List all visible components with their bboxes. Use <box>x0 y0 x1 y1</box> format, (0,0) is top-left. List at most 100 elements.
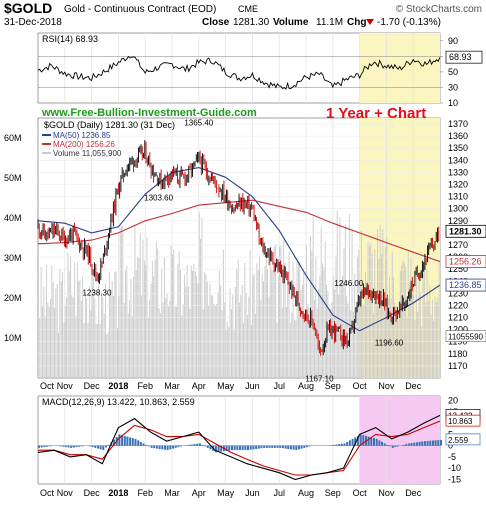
macd-histogram-bar <box>416 442 418 445</box>
macd-histogram-bar <box>260 446 262 449</box>
volume-bar <box>322 263 323 378</box>
volume-bar <box>45 316 46 378</box>
volume-bar <box>121 227 122 379</box>
volume-bar <box>188 286 189 378</box>
volume-bar <box>70 256 71 378</box>
macd-histogram-bar <box>167 446 169 451</box>
volume-bar <box>47 303 48 378</box>
volume-bar <box>376 295 377 378</box>
macd-histogram-bar <box>429 441 431 446</box>
volume-tick-label: 50M <box>4 173 22 183</box>
x-axis-label: Jun <box>245 381 260 391</box>
volume-bar <box>191 266 192 378</box>
macd-title: MACD(12,26,9) 13.422, 10.863, 2.559 <box>42 397 195 407</box>
volume-bar <box>350 310 351 378</box>
volume-bar <box>132 316 133 378</box>
volume-bar <box>171 246 172 378</box>
macd-histogram-bar <box>287 446 289 449</box>
macd-histogram-bar <box>301 446 303 449</box>
volume-bar <box>373 313 374 378</box>
close-value: 1281.30 <box>233 17 270 28</box>
volume-bar <box>169 301 170 378</box>
macd-histogram-bar <box>306 446 308 448</box>
volume-bar <box>62 272 63 378</box>
price-annotation: 1303.60 <box>144 193 173 202</box>
volume-bar <box>88 323 89 378</box>
volume-bar <box>319 276 320 378</box>
macd-histogram-bar <box>266 446 268 448</box>
macd-histogram-bar <box>180 446 182 447</box>
volume-bar <box>116 271 117 378</box>
volume-bar <box>423 273 424 378</box>
macd-histogram-bar <box>78 446 80 447</box>
macd-histogram-bar <box>386 445 388 446</box>
price-label: 1236.85 <box>449 280 482 290</box>
macd-histogram-bar <box>140 442 142 446</box>
volume-bar <box>289 252 290 378</box>
volume-bar <box>199 212 200 378</box>
macd-histogram-bar <box>234 446 236 451</box>
volume-bar <box>172 254 173 378</box>
volume-bar <box>370 243 371 378</box>
macd-histogram-bar <box>277 446 279 448</box>
volume-bar <box>327 291 328 378</box>
macd-histogram-bar <box>309 446 311 447</box>
macd-histogram-bar <box>231 446 233 451</box>
macd-tick-label: 20 <box>448 396 458 406</box>
volume-bar <box>338 295 339 378</box>
copyright: © StockCharts.com <box>396 4 482 15</box>
volume-bar <box>258 269 259 378</box>
legend-item: MA(200) 1256.26 <box>53 140 115 149</box>
macd-histogram-bar <box>285 446 287 449</box>
volume-bar <box>69 271 70 378</box>
macd-histogram-bar <box>118 434 120 445</box>
volume-bar <box>198 284 199 378</box>
volume-bar <box>185 287 186 378</box>
volume-bar <box>149 300 150 378</box>
price-tick-label: 1370 <box>448 119 468 129</box>
volume-bar <box>139 258 140 378</box>
macd-histogram-bar <box>368 437 370 446</box>
volume-bar <box>38 310 39 378</box>
volume-bar <box>415 320 416 378</box>
volume-bar <box>314 300 315 378</box>
volume-bar <box>407 317 408 378</box>
volume-bar <box>238 259 239 378</box>
volume-bar <box>125 270 126 378</box>
volume-bar <box>282 308 283 378</box>
instrument-name: Gold - Continuous Contract (EOD) <box>64 4 216 15</box>
volume-bar <box>303 273 304 379</box>
macd-histogram-bar <box>59 446 61 447</box>
macd-histogram-bar <box>389 446 391 447</box>
watermark: www.Free-Bullion-Investment-Guide.com <box>41 107 257 119</box>
volume-bar <box>124 303 125 378</box>
volume-bar <box>385 247 386 378</box>
macd-histogram-bar <box>392 446 394 448</box>
macd-histogram-bar <box>376 439 378 446</box>
macd-histogram-bar <box>151 446 153 448</box>
volume-bar <box>59 269 60 378</box>
volume-bar <box>41 267 42 378</box>
volume-bar <box>180 270 181 378</box>
volume-bar <box>301 290 302 378</box>
macd-histogram-bar <box>38 446 40 448</box>
macd-histogram-bar <box>156 446 158 449</box>
x-axis-label: Aug <box>298 381 314 391</box>
macd-histogram-bar <box>427 441 429 446</box>
volume-bar <box>128 314 129 379</box>
macd-histogram-bar <box>145 445 147 446</box>
price-annotation: 1246.00 <box>334 279 363 288</box>
macd-histogram-bar <box>333 445 335 446</box>
volume-bar <box>147 238 148 378</box>
volume-bar <box>46 265 47 378</box>
volume-bar <box>294 319 295 378</box>
volume-tick-label: 40M <box>4 213 22 223</box>
macd-histogram-bar <box>338 444 340 446</box>
x-axis-label: Mar <box>164 381 180 391</box>
macd-histogram-bar <box>419 442 421 446</box>
macd-x-axis-label: Jun <box>245 488 260 498</box>
volume-bar <box>145 266 146 378</box>
volume-bar <box>278 276 279 378</box>
x-axis-label: Nov <box>57 381 74 391</box>
